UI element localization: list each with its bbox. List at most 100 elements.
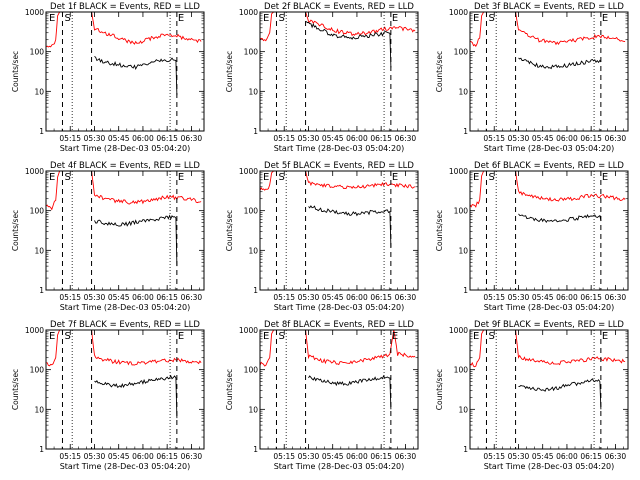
x-tick-label: 06:00 — [556, 134, 578, 143]
x-tick-label: 05:30 — [84, 293, 106, 302]
plot-frame — [469, 170, 629, 291]
y-tick-label: 10 — [458, 246, 468, 255]
y-tick-label: 10 — [34, 246, 44, 255]
y-tick-label: 1000 — [25, 326, 44, 335]
y-tick-label: 1000 — [25, 8, 44, 17]
x-tick-label: 05:30 — [84, 452, 106, 461]
events-series-line — [518, 57, 602, 70]
event-marker-label: E — [473, 331, 479, 342]
y-tick-label: 10 — [34, 87, 44, 96]
x-tick-label: 05:45 — [108, 452, 130, 461]
y-axis-label: Counts/sec — [435, 369, 444, 410]
event-marker-label: E — [263, 331, 269, 342]
x-tick-label: 06:30 — [181, 134, 203, 143]
x-tick-label: 06:15 — [156, 134, 178, 143]
panel-title: Det 1f BLACK = Events, RED = LLD — [50, 2, 200, 12]
x-tick-label: 06:00 — [346, 452, 368, 461]
x-tick-label: 06:15 — [580, 452, 602, 461]
y-tick-label: 1 — [39, 445, 44, 454]
x-tick-label: 05:45 — [532, 293, 554, 302]
y-tick-label: 1000 — [449, 8, 468, 17]
y-tick-label: 1 — [253, 127, 258, 136]
x-tick-label: 05:30 — [508, 293, 530, 302]
x-tick-label: 05:45 — [108, 134, 130, 143]
x-tick-label: 06:30 — [605, 452, 627, 461]
panel-title: Det 6f BLACK = Events, RED = LLD — [474, 161, 624, 171]
y-tick-label: 100 — [454, 48, 469, 57]
y-tick-label: 10 — [458, 87, 468, 96]
events-series-line — [308, 374, 392, 410]
y-tick-label: 1000 — [449, 326, 468, 335]
x-tick-label: 05:45 — [532, 134, 554, 143]
event-marker-label: E — [178, 331, 184, 342]
x-axis-label: Start Time (28-Dec-03 05:04:20) — [484, 144, 615, 153]
y-tick-label: 1 — [39, 286, 44, 295]
events-series-line — [305, 21, 392, 68]
y-tick-label: 1 — [253, 286, 258, 295]
x-tick-label: 05:15 — [483, 452, 505, 461]
panel-title: Det 9f BLACK = Events, RED = LLD — [474, 320, 624, 330]
panel-title: Det 5f BLACK = Events, RED = LLD — [264, 161, 414, 171]
x-axis-label: Start Time (28-Dec-03 05:04:20) — [484, 303, 615, 312]
x-tick-label: 06:00 — [556, 452, 578, 461]
plot-frame — [259, 329, 419, 450]
x-axis-label: Start Time (28-Dec-03 05:04:20) — [274, 144, 405, 153]
y-axis-label: Counts/sec — [225, 210, 234, 251]
y-tick-label: 100 — [30, 366, 45, 375]
y-axis-label: Counts/sec — [435, 51, 444, 92]
event-marker-label: E — [602, 172, 608, 183]
x-tick-label: 06:30 — [395, 134, 417, 143]
x-tick-label: 05:15 — [59, 134, 81, 143]
x-tick-label: 06:30 — [181, 452, 203, 461]
x-tick-label: 05:30 — [298, 134, 320, 143]
y-tick-label: 1000 — [239, 8, 258, 17]
panel-title: Det 3f BLACK = Events, RED = LLD — [474, 2, 624, 12]
event-marker-label: S — [488, 13, 494, 24]
events-series-line — [518, 213, 602, 224]
event-marker-label: E — [392, 172, 398, 183]
panel-title: Det 2f BLACK = Events, RED = LLD — [264, 2, 414, 12]
x-tick-label: 06:00 — [132, 452, 154, 461]
y-axis-label: Counts/sec — [225, 51, 234, 92]
x-tick-label: 05:45 — [322, 452, 344, 461]
x-tick-label: 05:15 — [59, 452, 81, 461]
event-marker-label: S — [488, 172, 494, 183]
x-tick-label: 06:15 — [370, 134, 392, 143]
x-tick-label: 05:15 — [273, 293, 295, 302]
x-tick-label: 06:00 — [556, 293, 578, 302]
y-tick-label: 10 — [248, 405, 258, 414]
x-tick-label: 05:15 — [273, 452, 295, 461]
event-marker-label: S — [488, 331, 494, 342]
y-axis-label: Counts/sec — [11, 369, 20, 410]
x-tick-label: 06:30 — [395, 293, 417, 302]
y-axis-label: Counts/sec — [11, 210, 20, 251]
x-axis-label: Start Time (28-Dec-03 05:04:20) — [274, 462, 405, 471]
x-tick-label: 05:30 — [298, 293, 320, 302]
y-tick-label: 10 — [458, 405, 468, 414]
x-tick-label: 05:30 — [298, 452, 320, 461]
events-series-line — [94, 55, 178, 96]
event-marker-label: E — [49, 13, 55, 24]
x-tick-label: 05:45 — [322, 134, 344, 143]
event-marker-label: E — [392, 13, 398, 24]
plot-frame — [469, 11, 629, 132]
event-marker-label: E — [602, 13, 608, 24]
panel-title: Det 8f BLACK = Events, RED = LLD — [264, 320, 414, 330]
event-marker-label: E — [602, 331, 608, 342]
x-tick-label: 06:15 — [156, 293, 178, 302]
x-tick-label: 05:15 — [483, 293, 505, 302]
y-tick-label: 100 — [244, 366, 259, 375]
y-axis-label: Counts/sec — [435, 210, 444, 251]
plot-frame — [469, 329, 629, 450]
y-axis-label: Counts/sec — [11, 51, 20, 92]
y-tick-label: 10 — [34, 405, 44, 414]
x-tick-label: 06:00 — [346, 134, 368, 143]
y-tick-label: 1 — [463, 286, 468, 295]
event-marker-label: S — [64, 13, 70, 24]
